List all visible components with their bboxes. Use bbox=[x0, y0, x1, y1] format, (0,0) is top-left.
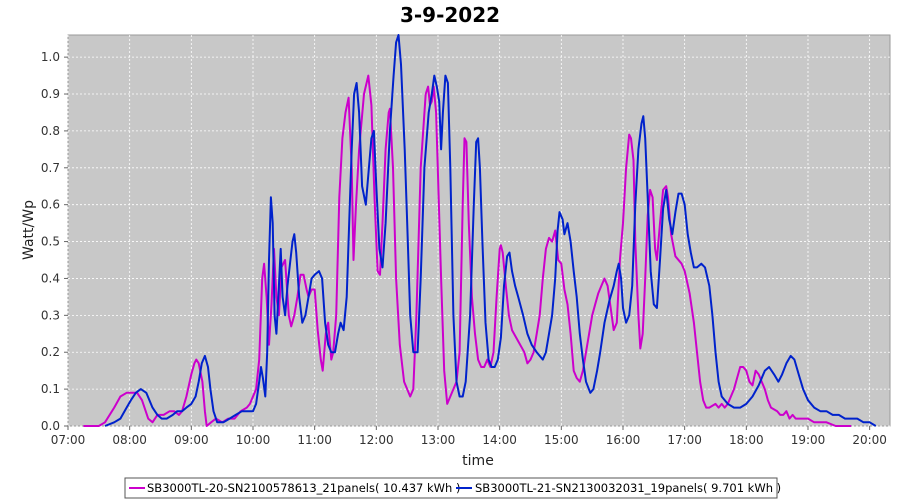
x-tick-label: 19:00 bbox=[791, 433, 826, 447]
x-tick-label: 09:00 bbox=[174, 433, 209, 447]
x-tick-label: 07:00 bbox=[51, 433, 86, 447]
grid-lines bbox=[67, 35, 890, 427]
y-tick-label: 0.1 bbox=[41, 382, 60, 396]
y-tick-label: 0.3 bbox=[41, 308, 60, 322]
y-tick-label: 1.0 bbox=[41, 50, 60, 64]
x-tick-label: 15:00 bbox=[544, 433, 579, 447]
legend: SB3000TL-20-SN2100578613_21panels( 10.43… bbox=[124, 477, 781, 499]
x-tick-label: 13:00 bbox=[421, 433, 456, 447]
legend-box bbox=[124, 477, 778, 499]
series-lines bbox=[83, 34, 877, 427]
y-tick-label: 0.9 bbox=[41, 87, 60, 101]
x-tick-label: 12:00 bbox=[359, 433, 394, 447]
x-tick-label: 18:00 bbox=[729, 433, 764, 447]
x-axis-ticks: 07:00 08:00 09:00 10:00 11:00 12:00 13:00 14:00… bbox=[51, 426, 887, 447]
x-axis-label: time bbox=[462, 453, 494, 469]
y-tick-label: 0.0 bbox=[41, 419, 60, 433]
x-tick-label: 20:00 bbox=[852, 433, 887, 447]
x-tick-label: 14:00 bbox=[482, 433, 517, 447]
series-line-1 bbox=[83, 74, 852, 427]
chart-title: 3-9-2022 bbox=[400, 3, 500, 27]
y-tick-label: 0.5 bbox=[41, 235, 60, 249]
legend-label-2: SB3000TL-21-SN2130032031_19panels( 9.701… bbox=[475, 481, 781, 495]
x-tick-label: 17:00 bbox=[667, 433, 702, 447]
x-tick-label: 08:00 bbox=[112, 433, 147, 447]
x-tick-label: 10:00 bbox=[236, 433, 271, 447]
series-line-2 bbox=[104, 34, 877, 427]
y-tick-label: 0.2 bbox=[41, 345, 60, 359]
x-tick-label: 11:00 bbox=[297, 433, 332, 447]
y-tick-label: 0.4 bbox=[41, 271, 60, 285]
x-tick-label: 16:00 bbox=[606, 433, 641, 447]
legend-label-1: SB3000TL-20-SN2100578613_21panels( 10.43… bbox=[147, 481, 460, 495]
y-tick-label: 0.6 bbox=[41, 198, 60, 212]
y-axis-label: Watt/Wp bbox=[21, 200, 37, 260]
y-axis-ticks: 0.0 0.1 0.2 0.3 0.4 0.5 0.6 0.7 0.8 0.9 1.0 bbox=[41, 50, 68, 433]
y-tick-label: 0.7 bbox=[41, 161, 60, 175]
y-tick-label: 0.8 bbox=[41, 124, 60, 138]
